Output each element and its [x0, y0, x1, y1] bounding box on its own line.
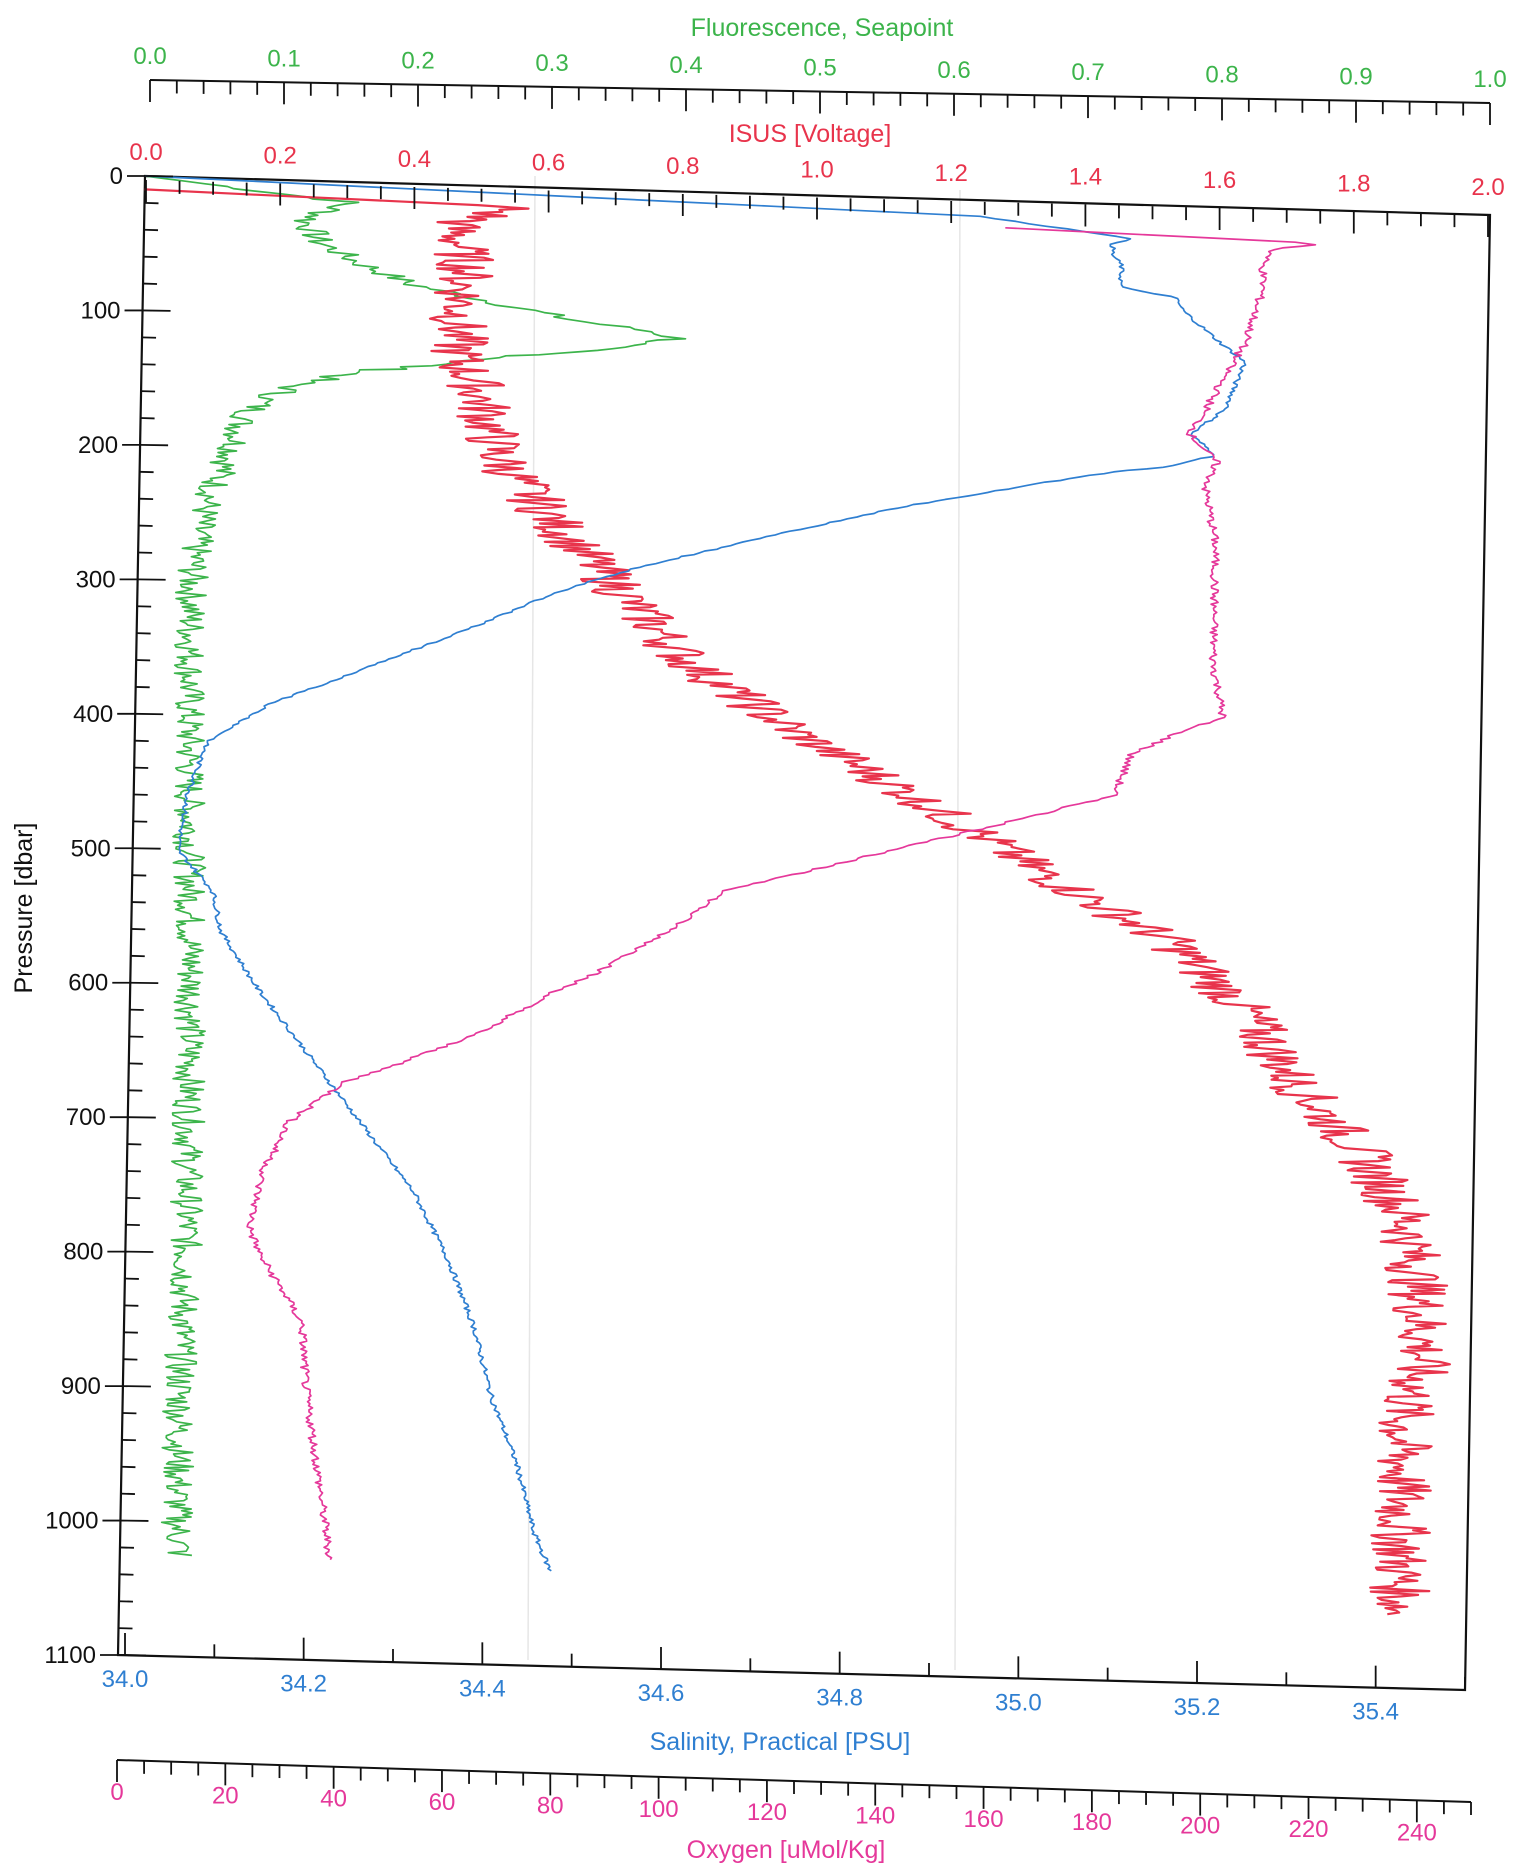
gridlines — [527, 175, 961, 1671]
oxygen-tick-label: 240 — [1397, 1819, 1437, 1846]
fluorescence-tick-label: 0.2 — [401, 48, 434, 75]
salinity-tick-label: 34.0 — [102, 1666, 149, 1693]
fluorescence-tick-label: 0.1 — [267, 45, 300, 72]
series-lines — [144, 175, 1451, 1616]
salinity-tick-label: 35.0 — [995, 1689, 1042, 1716]
guide-line-2 — [954, 189, 961, 1671]
isus-tick-label: 0.6 — [532, 150, 565, 177]
fluorescence-tick-label: 0.5 — [803, 55, 836, 82]
isus-tick-label: 1.0 — [800, 157, 833, 184]
oxygen-tick-label: 120 — [747, 1799, 787, 1826]
y-tick-label: 1100 — [44, 1642, 96, 1669]
y-tick-label: 500 — [71, 835, 111, 862]
fluorescence-tick-label: 1.0 — [1473, 66, 1506, 93]
oxygen-tick-label: 80 — [537, 1792, 564, 1819]
isus-tick-label: 0.0 — [129, 139, 162, 166]
fluorescence-axis-title: Fluorescence, Seapoint — [691, 14, 954, 42]
oxygen-tick-label: 0 — [110, 1779, 123, 1806]
oxygen-tick-label: 220 — [1288, 1816, 1328, 1843]
salinity-tick-label: 34.8 — [816, 1685, 863, 1712]
oxygen-tick-label: 200 — [1180, 1813, 1220, 1840]
fluorescence-tick-label: 0.4 — [669, 52, 702, 79]
oxygen-tick-label: 20 — [212, 1782, 239, 1809]
oxygen-tick-label: 40 — [320, 1786, 347, 1813]
fluorescence-tick-label: 0.6 — [937, 57, 970, 84]
y-tick-label: 100 — [80, 297, 120, 324]
fluorescence-tick-label: 0.8 — [1205, 61, 1238, 88]
isus-tick-label: 1.6 — [1203, 167, 1236, 194]
salinity-tick-label: 35.4 — [1352, 1699, 1399, 1726]
oxygen-tick-label: 180 — [1072, 1809, 1112, 1836]
oxygen-profile-line — [246, 226, 1317, 1561]
y-axis-title: Pressure [dbar] — [10, 823, 38, 994]
fluorescence-tick-label: 0.7 — [1071, 59, 1104, 86]
oxygen-axis-title: Oxygen [uMol/Kg] — [687, 1836, 886, 1864]
y-tick-label: 1000 — [45, 1508, 98, 1535]
isus-tick-label: 1.8 — [1337, 171, 1370, 198]
fluorescence-tick-label: 0.3 — [535, 50, 568, 77]
isus-tick-label: 0.2 — [264, 143, 297, 170]
guide-line-1 — [527, 175, 536, 1661]
y-tick-label: 300 — [76, 566, 116, 593]
isus-axis-title: ISUS [Voltage] — [729, 120, 892, 148]
fluorescence-tick-label: 0.0 — [133, 43, 166, 70]
y-tick-label: 200 — [78, 432, 118, 459]
isus-tick-label: 1.2 — [935, 160, 968, 187]
isus-tick-label: 1.4 — [1069, 164, 1102, 191]
fluorescence-tick-label: 0.9 — [1339, 64, 1372, 91]
isus-profile-line — [144, 188, 1451, 1616]
isus-tick-label: 0.8 — [666, 153, 699, 180]
fluorescence-profile-line — [144, 175, 687, 1557]
isus-tick-label: 2.0 — [1471, 174, 1504, 201]
y-tick-label: 800 — [63, 1239, 103, 1266]
salinity-tick-label: 34.4 — [459, 1675, 506, 1702]
oxygen-tick-label: 60 — [429, 1789, 456, 1816]
isus-tick-label: 0.4 — [398, 146, 431, 173]
y-tick-label: 0 — [110, 163, 123, 190]
y-tick-label: 600 — [68, 970, 108, 997]
salinity-tick-label: 34.6 — [638, 1680, 685, 1707]
y-tick-label: 900 — [61, 1373, 101, 1400]
salinity-tick-label: 35.2 — [1174, 1694, 1221, 1721]
oxygen-tick-label: 140 — [855, 1803, 895, 1830]
y-tick-label: 700 — [66, 1104, 106, 1131]
salinity-tick-label: 34.2 — [280, 1671, 327, 1698]
oxygen-tick-label: 160 — [964, 1806, 1004, 1833]
oxygen-tick-label: 100 — [639, 1796, 679, 1823]
salinity-axis-title: Salinity, Practical [PSU] — [650, 1728, 911, 1756]
y-tick-label: 400 — [73, 701, 113, 728]
